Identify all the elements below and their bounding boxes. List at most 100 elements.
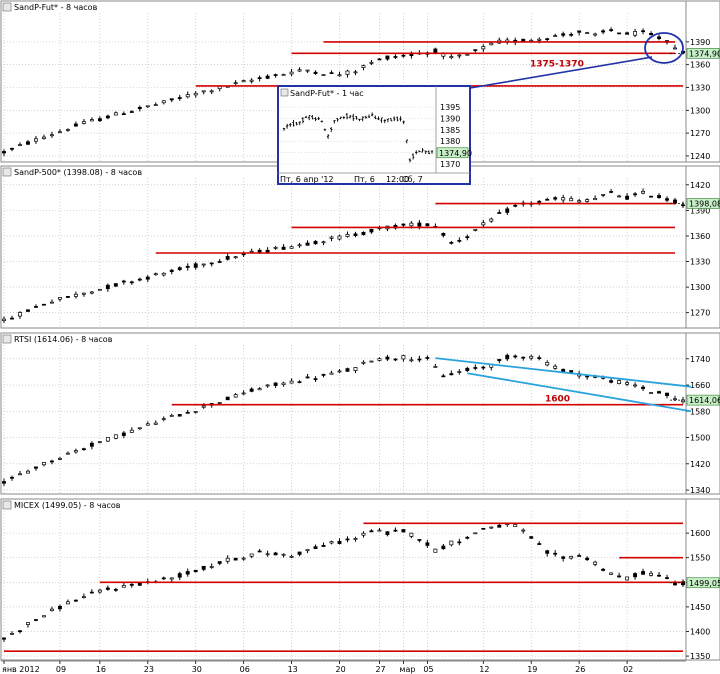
price-bar bbox=[153, 420, 158, 425]
price-bar bbox=[569, 555, 574, 560]
price-bar bbox=[201, 263, 206, 268]
bar-body bbox=[345, 234, 350, 237]
bar-body bbox=[185, 411, 190, 414]
bar-body bbox=[585, 557, 590, 561]
price-axis bbox=[685, 332, 720, 495]
price-bar bbox=[2, 478, 6, 486]
y-tick-label: 1300 bbox=[690, 283, 710, 292]
bar-body bbox=[313, 546, 318, 550]
bar-body bbox=[497, 212, 502, 214]
bar-body bbox=[81, 448, 86, 451]
x-tick-label: 27 bbox=[375, 665, 385, 674]
bar-body bbox=[609, 572, 614, 575]
bar-body bbox=[201, 405, 206, 408]
price-bar bbox=[585, 556, 590, 562]
y-tick-label: 1240 bbox=[690, 152, 710, 161]
bar-body bbox=[321, 545, 326, 547]
bar-body bbox=[617, 380, 622, 385]
bar-body bbox=[609, 380, 614, 383]
price-bar bbox=[289, 68, 294, 77]
price-bar bbox=[433, 548, 438, 553]
x-tick-label: 06 bbox=[240, 665, 250, 674]
bar-body bbox=[2, 151, 6, 154]
price-bar bbox=[457, 237, 462, 243]
bar-body bbox=[57, 605, 62, 610]
price-bar bbox=[233, 256, 238, 259]
price-bar bbox=[649, 392, 653, 394]
inset-price-bar bbox=[326, 134, 330, 139]
bar-body bbox=[209, 566, 214, 568]
bar-body bbox=[10, 633, 14, 635]
inset-price-bar bbox=[292, 119, 295, 127]
bar-body bbox=[113, 283, 118, 287]
price-bar bbox=[2, 316, 6, 324]
bar-body bbox=[265, 75, 270, 79]
price-bar bbox=[657, 572, 661, 577]
bar-body bbox=[169, 269, 174, 272]
price-bar bbox=[18, 470, 22, 476]
pane-title: MICEX (1499.05) - 8 часов bbox=[14, 501, 121, 510]
price-bar bbox=[65, 296, 70, 298]
price-bar bbox=[97, 288, 102, 291]
chart-pane-2: 1270 1300 1330 1360 1390 1420 SandP-500* (1398… bbox=[0, 165, 720, 329]
price-bar bbox=[201, 565, 206, 572]
bar-body bbox=[649, 572, 653, 576]
bar-body bbox=[113, 589, 118, 591]
bar-body bbox=[465, 53, 470, 56]
last-price-label: 1499,05 bbox=[689, 579, 720, 588]
x-tick-label: 13 bbox=[288, 665, 298, 674]
price-bar bbox=[297, 242, 302, 248]
bar-body bbox=[169, 415, 174, 417]
bar-body bbox=[489, 42, 494, 46]
inset-price-bar bbox=[380, 117, 383, 123]
price-bar bbox=[329, 370, 334, 375]
bar-body bbox=[297, 69, 302, 72]
price-bar bbox=[625, 576, 630, 581]
bar-body bbox=[337, 370, 342, 373]
price-bar bbox=[241, 556, 246, 561]
price-bar bbox=[385, 531, 390, 537]
bar-body bbox=[425, 357, 430, 359]
price-bar bbox=[657, 390, 661, 394]
bar-body bbox=[73, 599, 78, 602]
bar-body bbox=[529, 355, 534, 359]
price-bar bbox=[2, 637, 6, 642]
bar-body bbox=[297, 381, 302, 384]
price-bar bbox=[241, 390, 246, 396]
bar-body bbox=[545, 198, 550, 201]
price-bar bbox=[457, 369, 462, 375]
bar-body bbox=[505, 354, 510, 360]
price-bar bbox=[18, 311, 22, 319]
inset-price-bar bbox=[339, 116, 342, 120]
bar-body bbox=[105, 587, 110, 590]
bar-body bbox=[18, 473, 22, 476]
price-bar bbox=[497, 209, 502, 214]
bar-body bbox=[281, 553, 286, 556]
bar-body bbox=[41, 136, 46, 139]
price-bar bbox=[225, 253, 230, 261]
bar-body bbox=[65, 452, 70, 455]
inset-price-bar bbox=[301, 117, 305, 124]
price-bar bbox=[26, 469, 30, 474]
inset-price-bar bbox=[411, 153, 415, 160]
bar-body bbox=[505, 208, 510, 213]
bar-body bbox=[665, 392, 669, 396]
x-tick-label: 02 bbox=[623, 665, 633, 674]
bar-body bbox=[473, 229, 478, 231]
bar-body bbox=[249, 79, 254, 82]
price-bar bbox=[41, 303, 46, 306]
bar-body bbox=[265, 553, 270, 556]
bar-body bbox=[305, 242, 310, 246]
price-bar bbox=[73, 599, 78, 602]
bar-body bbox=[313, 240, 318, 245]
bar-body bbox=[441, 375, 446, 378]
price-bar bbox=[433, 363, 438, 368]
bar-body bbox=[401, 223, 406, 226]
pane-title: SandP-Fut* - 8 часов bbox=[14, 3, 98, 12]
price-bar bbox=[73, 121, 78, 127]
bar-body bbox=[18, 144, 22, 146]
bar-body bbox=[2, 637, 6, 640]
price-bar bbox=[305, 240, 310, 246]
bar-body bbox=[2, 481, 6, 484]
bar-body bbox=[34, 138, 38, 142]
